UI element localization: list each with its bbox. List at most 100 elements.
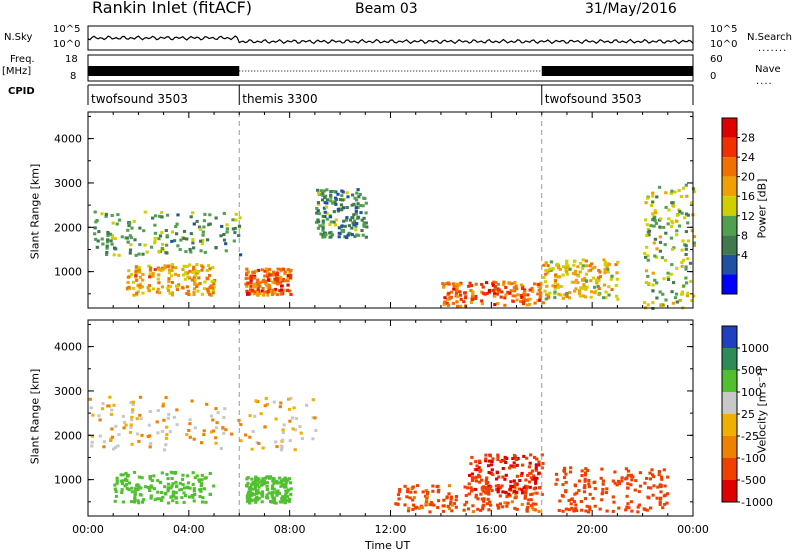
data-cell <box>496 455 500 459</box>
data-cell <box>471 504 475 508</box>
data-cell <box>160 215 164 219</box>
data-cell <box>484 459 488 463</box>
data-cell <box>645 234 649 237</box>
data-cell <box>93 226 97 230</box>
data-cell <box>162 418 166 422</box>
data-cell <box>127 224 131 228</box>
data-cell <box>238 216 242 220</box>
data-cell <box>191 238 195 242</box>
data-cell <box>212 279 216 283</box>
data-cell <box>480 302 484 306</box>
data-cell <box>521 463 525 467</box>
data-cell <box>127 488 131 492</box>
data-cell <box>648 477 652 481</box>
data-cell <box>289 481 293 485</box>
data-cell <box>497 475 501 479</box>
data-cell <box>199 481 204 485</box>
data-cell <box>523 494 527 498</box>
data-cell <box>479 492 483 496</box>
data-cell <box>245 495 249 499</box>
nsearch-dots: ....... <box>758 43 788 54</box>
data-cell <box>546 295 551 299</box>
data-cell <box>661 303 665 307</box>
data-cell <box>669 272 673 276</box>
data-cell <box>350 226 354 230</box>
data-cell <box>329 235 333 239</box>
data-cell <box>593 285 597 289</box>
data-cell <box>246 281 250 285</box>
data-cell <box>546 264 550 268</box>
data-cell <box>299 431 303 435</box>
data-cell <box>576 265 580 269</box>
data-cell <box>629 473 633 477</box>
data-cell <box>121 500 125 504</box>
data-cell <box>257 485 261 489</box>
data-cell <box>646 303 650 307</box>
data-cell <box>244 277 248 280</box>
data-cell <box>254 500 258 504</box>
data-cell <box>188 486 192 490</box>
data-cell <box>645 196 650 200</box>
data-cell <box>126 275 130 279</box>
data-cell <box>250 477 254 481</box>
data-cell <box>614 283 618 287</box>
data-cell <box>458 293 463 297</box>
data-cell <box>136 284 140 288</box>
data-cell <box>181 286 185 290</box>
data-cell <box>674 292 679 296</box>
data-cell <box>138 275 142 279</box>
data-cell <box>279 292 283 296</box>
data-cell <box>646 258 650 262</box>
data-cell <box>469 301 473 304</box>
data-cell <box>458 290 462 294</box>
data-cell <box>356 215 360 219</box>
data-cell <box>114 424 118 428</box>
data-cell <box>575 509 579 513</box>
data-cell <box>686 213 690 217</box>
data-cell <box>477 480 482 484</box>
data-cell <box>156 409 160 413</box>
beam-title: Beam 03 <box>355 1 418 17</box>
data-cell <box>681 239 685 243</box>
data-cell <box>128 430 133 434</box>
data-cell <box>651 493 655 497</box>
data-cell <box>468 473 472 477</box>
nsky-panel-frame <box>87 25 694 51</box>
data-cell <box>657 470 661 473</box>
data-cell <box>340 189 344 193</box>
data-cell <box>517 487 521 491</box>
y-tick-label: 2000 <box>54 429 82 442</box>
data-cell <box>686 239 690 243</box>
data-cell <box>112 447 116 451</box>
data-cell <box>537 460 541 464</box>
data-cell <box>584 467 588 471</box>
data-cell <box>537 283 541 286</box>
data-cell <box>153 231 157 235</box>
data-cell <box>529 504 534 508</box>
data-cell <box>194 269 198 273</box>
data-cell <box>183 277 187 281</box>
data-cell <box>334 218 338 222</box>
data-cell <box>477 459 481 463</box>
data-cell <box>443 296 447 300</box>
nave-tick-lo: 0 <box>710 71 717 82</box>
data-cell <box>200 478 204 482</box>
data-cell <box>615 294 619 298</box>
data-cell <box>585 504 589 508</box>
data-cell <box>670 247 675 251</box>
data-cell <box>502 459 507 462</box>
data-cell <box>156 287 160 291</box>
data-cell <box>463 291 467 295</box>
data-cell <box>336 209 340 213</box>
data-cell <box>278 481 282 485</box>
data-cell <box>325 217 329 221</box>
data-cell <box>625 494 629 498</box>
data-cell <box>603 263 607 267</box>
data-cell <box>95 219 99 222</box>
data-cell <box>480 299 484 303</box>
data-cell <box>662 225 666 229</box>
data-cell <box>673 190 677 194</box>
data-cell <box>652 241 656 245</box>
data-cell <box>263 290 267 294</box>
data-cell <box>597 293 601 297</box>
